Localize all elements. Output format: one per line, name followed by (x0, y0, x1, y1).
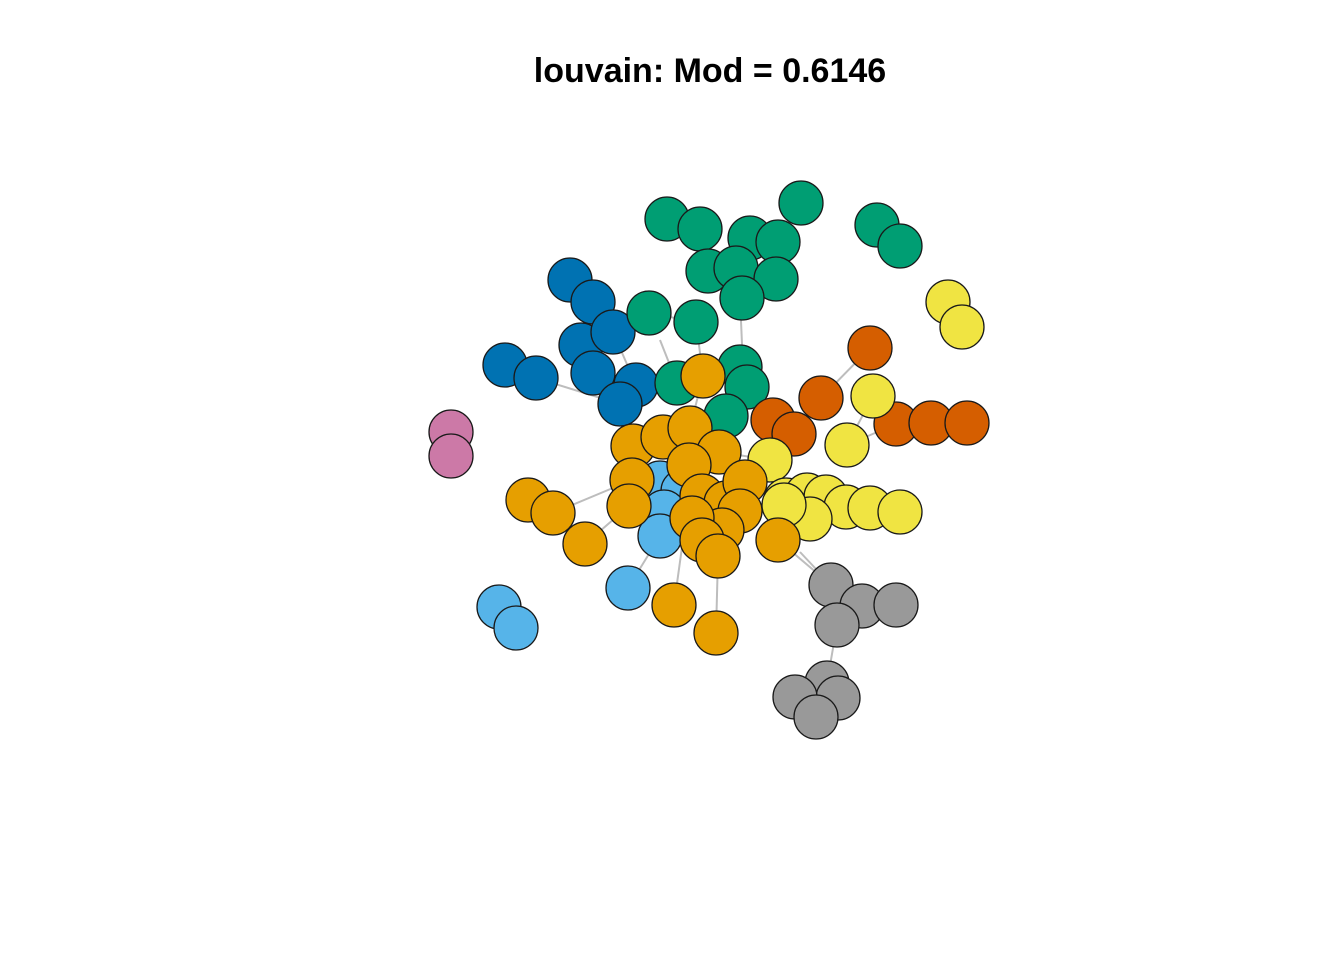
node-blue (590, 309, 636, 355)
node-blue (597, 381, 643, 427)
node-yellow (877, 489, 923, 535)
node-orange (755, 517, 801, 563)
chart-title: louvain: Mod = 0.6146 (533, 52, 887, 90)
node-vermillion (847, 325, 893, 371)
node-yellow (850, 373, 896, 419)
nodes-layer (428, 180, 990, 740)
node-green (626, 290, 672, 336)
node-green (778, 180, 824, 226)
node-vermillion (944, 400, 990, 446)
node-orange (695, 533, 741, 579)
node-green (719, 275, 765, 321)
node-blue (513, 355, 559, 401)
node-orange (606, 483, 652, 529)
node-orange (530, 490, 576, 536)
node-gray (793, 694, 839, 740)
node-skyblue (493, 605, 539, 651)
node-orange (562, 521, 608, 567)
node-green (677, 206, 723, 252)
node-blue (570, 350, 616, 396)
node-orange (651, 582, 697, 628)
node-gray (814, 602, 860, 648)
node-gray (873, 582, 919, 628)
node-skyblue (605, 565, 651, 611)
node-green (877, 223, 923, 269)
node-green (673, 299, 719, 345)
node-pink (428, 433, 474, 479)
node-orange (693, 610, 739, 656)
node-yellow (939, 304, 985, 350)
node-yellow (824, 422, 870, 468)
node-vermillion (798, 375, 844, 421)
node-orange (680, 353, 726, 399)
